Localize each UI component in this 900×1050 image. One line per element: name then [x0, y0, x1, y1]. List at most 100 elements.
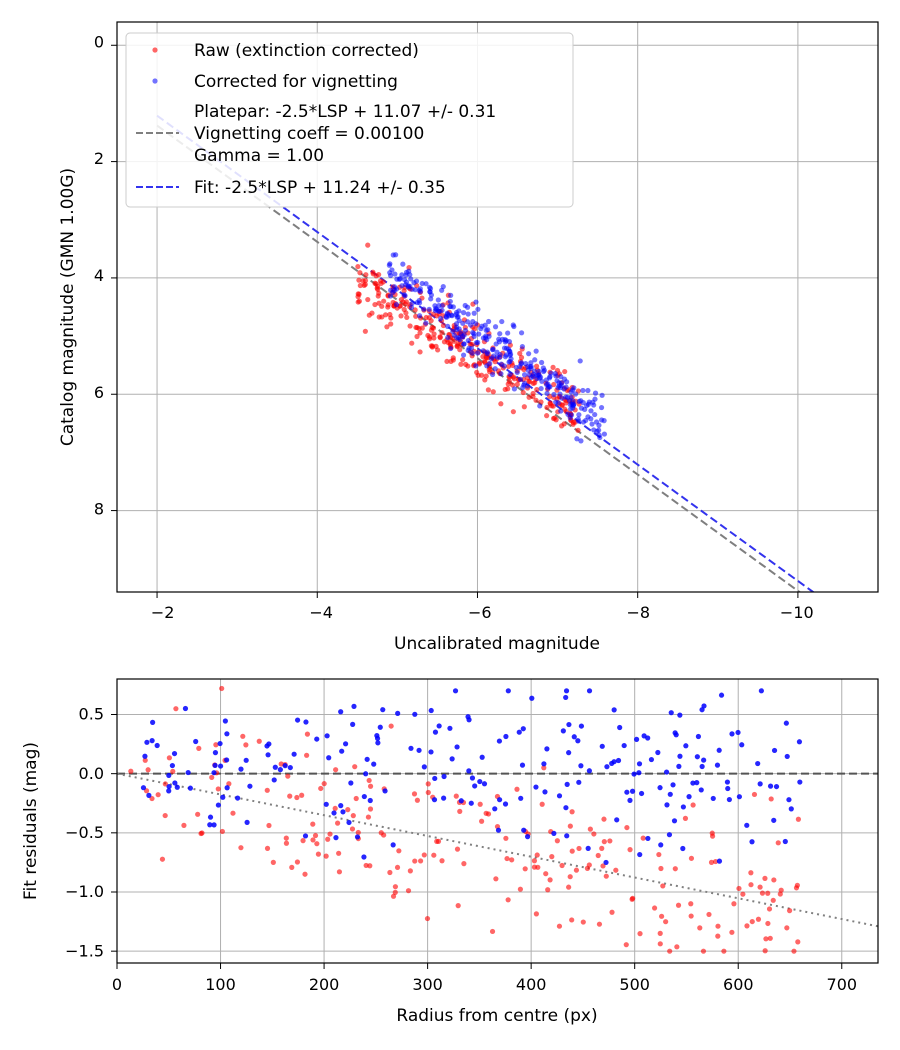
raw-residual-point	[762, 875, 768, 881]
raw-residual-point	[299, 792, 305, 798]
raw-point	[357, 270, 363, 276]
raw-residual-point	[213, 742, 219, 748]
raw-residual-point	[543, 871, 549, 877]
corrected-point	[448, 345, 454, 352]
corrected-point	[592, 390, 599, 396]
corrected-residual-point	[551, 830, 557, 837]
raw-residual-point	[181, 822, 187, 828]
corrected-point	[528, 374, 534, 380]
raw-point	[518, 354, 525, 361]
corrected-residual-point	[271, 777, 277, 783]
top-ytick-label: 2	[94, 149, 104, 168]
corrected-point	[445, 334, 451, 341]
corrected-residual-point	[724, 779, 731, 785]
raw-residual-point	[569, 917, 575, 923]
corrected-point	[521, 382, 527, 388]
top-fit-line-platepar	[156, 124, 802, 592]
corrected-point	[487, 360, 493, 367]
raw-residual-point	[266, 822, 272, 829]
corrected-point	[485, 327, 491, 333]
raw-residual-point	[353, 795, 359, 802]
corrected-point	[416, 287, 422, 294]
corrected-point	[460, 320, 466, 326]
raw-point	[550, 415, 557, 422]
raw-residual-point	[243, 742, 249, 748]
raw-point	[509, 382, 516, 388]
raw-residual-point	[195, 811, 201, 817]
corrected-point	[559, 395, 565, 401]
raw-residual-point	[675, 902, 682, 908]
corrected-residual-point	[519, 762, 526, 768]
corrected-point	[460, 352, 467, 358]
corrected-residual-point	[788, 806, 794, 812]
raw-residual-point	[219, 685, 225, 692]
raw-residual-point	[270, 859, 276, 865]
raw-residual-point	[509, 857, 515, 863]
corrected-point	[518, 330, 525, 336]
raw-residual-point	[688, 913, 694, 919]
raw-residual-point	[751, 791, 758, 798]
corrected-point	[537, 403, 543, 409]
corrected-point	[491, 353, 497, 359]
corrected-point	[402, 293, 408, 299]
raw-point	[398, 313, 404, 319]
corrected-point	[568, 406, 574, 412]
corrected-point	[580, 387, 586, 394]
corrected-residual-point	[524, 834, 531, 840]
corrected-point	[502, 339, 508, 345]
raw-point	[379, 314, 385, 320]
corrected-residual-point	[637, 851, 643, 858]
corrected-point	[507, 358, 513, 365]
corrected-residual-point	[481, 781, 488, 787]
raw-point	[433, 343, 439, 349]
corrected-point	[475, 350, 481, 356]
corrected-residual-point	[432, 729, 439, 735]
raw-residual-point	[651, 905, 658, 911]
raw-residual-point	[256, 738, 262, 744]
raw-residual-point	[318, 785, 324, 792]
raw-residual-point	[567, 874, 573, 880]
corrected-residual-point	[683, 743, 689, 749]
raw-point	[437, 335, 443, 341]
corrected-residual-point	[672, 730, 678, 736]
raw-point	[413, 324, 419, 331]
raw-residual-point	[159, 856, 166, 862]
raw-point	[527, 379, 533, 385]
corrected-point	[601, 431, 608, 437]
corrected-residual-point	[699, 763, 705, 770]
corrected-point	[394, 276, 400, 282]
corrected-residual-point	[716, 858, 723, 864]
corrected-residual-point	[346, 819, 352, 826]
corrected-point	[469, 350, 475, 356]
raw-residual-point	[672, 866, 678, 872]
raw-residual-point	[748, 870, 754, 876]
corrected-residual-point	[140, 785, 147, 791]
raw-point	[363, 272, 369, 278]
raw-point	[544, 404, 550, 411]
corrected-point	[475, 306, 481, 312]
raw-residual-point	[149, 795, 155, 802]
corrected-point	[578, 438, 584, 444]
raw-residual-point	[613, 867, 619, 873]
corrected-point	[473, 321, 479, 327]
raw-point	[384, 324, 390, 330]
corrected-point	[497, 331, 503, 337]
raw-residual-point	[349, 826, 356, 832]
corrected-residual-point	[144, 739, 150, 745]
corrected-point	[435, 308, 441, 314]
corrected-residual-point	[701, 703, 707, 709]
top-xtick-label: −10	[780, 603, 814, 622]
corrected-residual-point	[247, 783, 253, 789]
raw-residual-point	[601, 839, 607, 845]
corrected-point	[573, 391, 579, 397]
raw-point	[510, 409, 516, 415]
raw-point	[460, 357, 466, 363]
corrected-residual-point	[364, 756, 370, 762]
raw-residual-point	[658, 865, 664, 872]
raw-residual-point	[682, 815, 689, 821]
raw-point	[534, 387, 540, 393]
corrected-residual-point	[677, 712, 683, 718]
corrected-point	[449, 312, 455, 318]
corrected-point	[492, 324, 499, 330]
corrected-point	[473, 340, 479, 346]
